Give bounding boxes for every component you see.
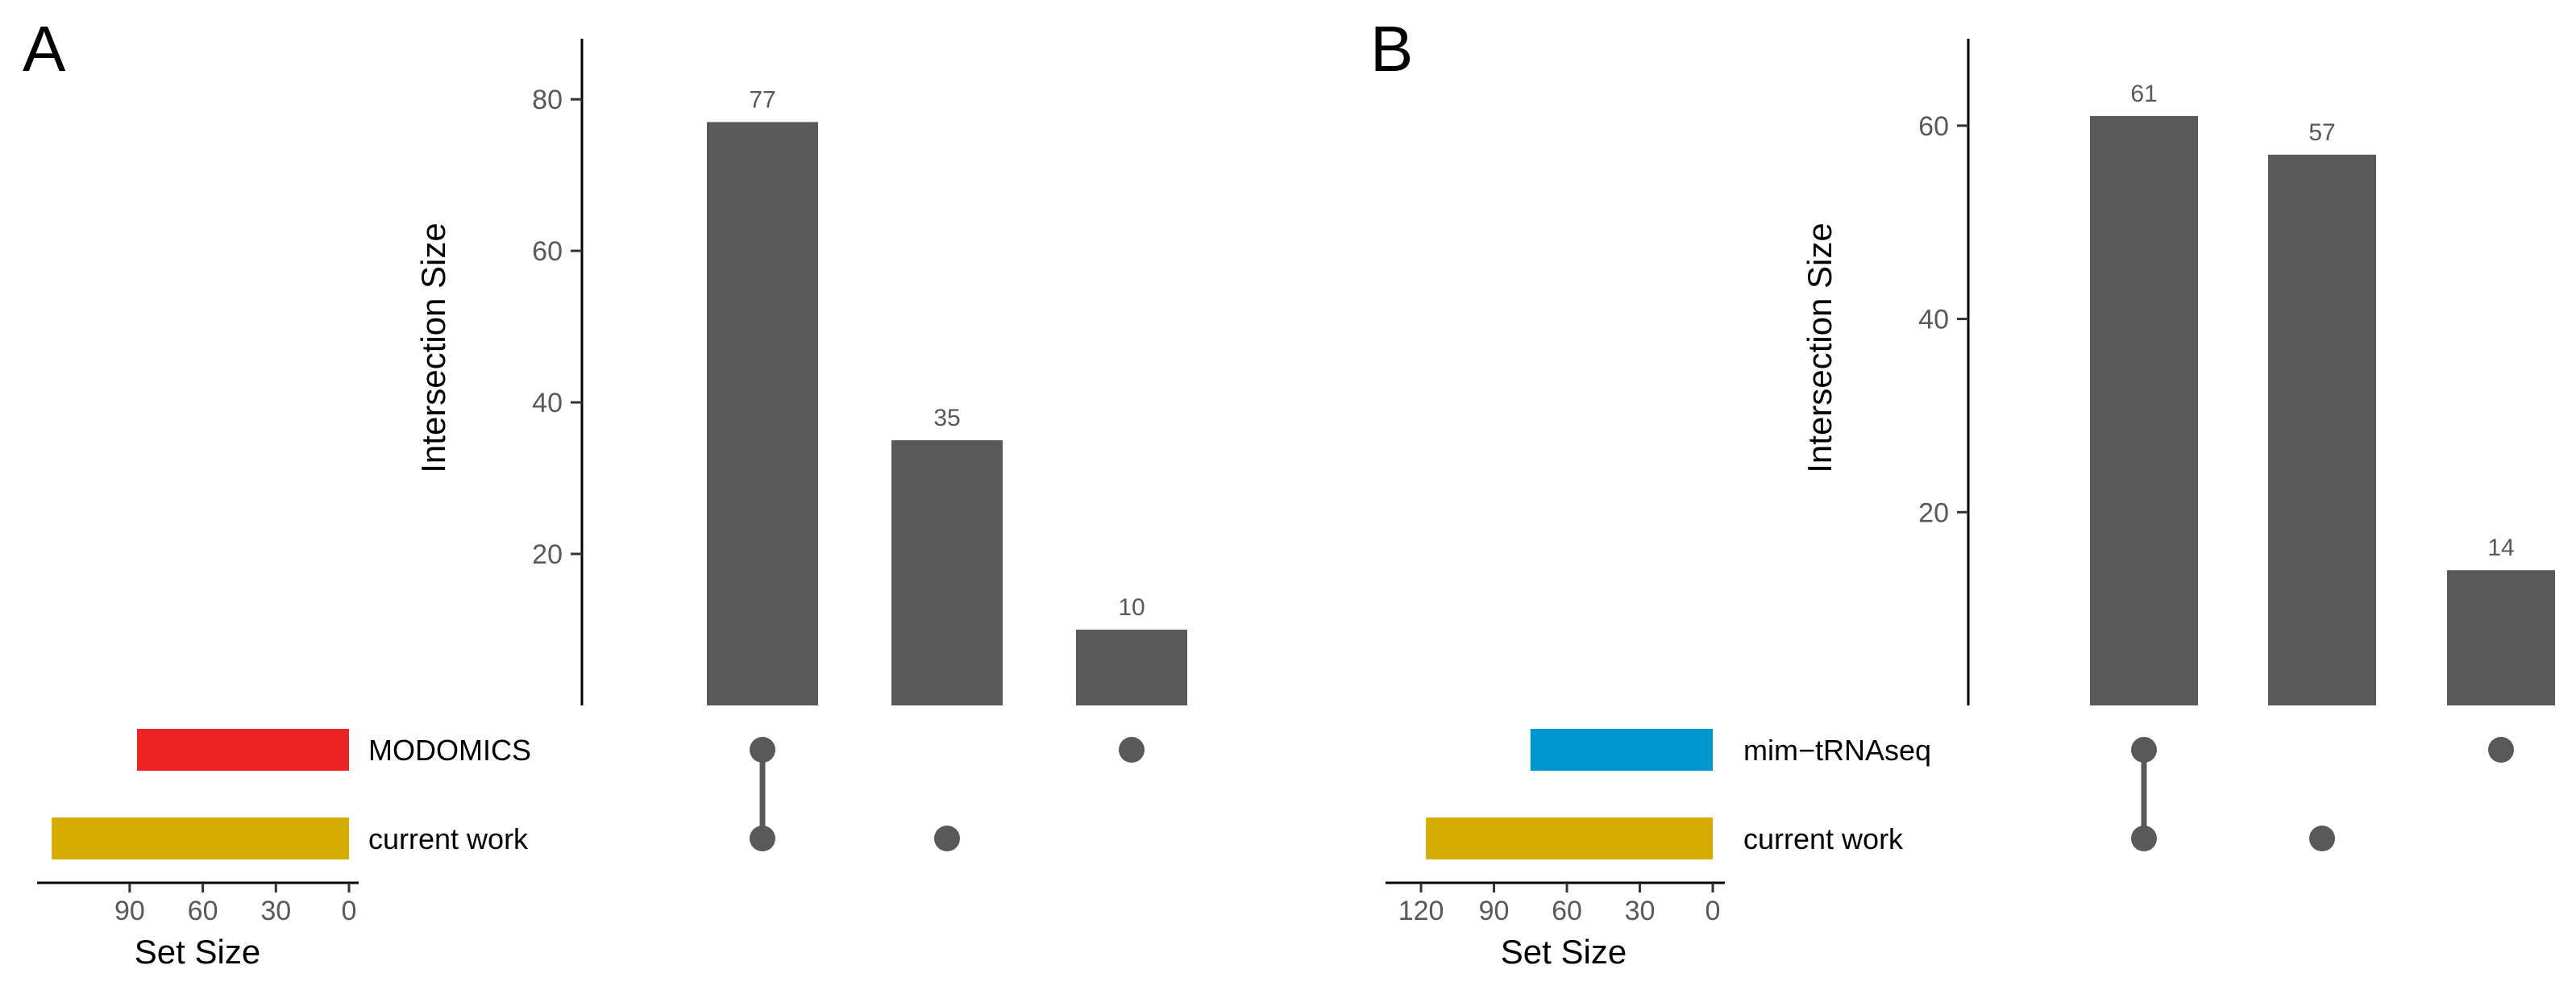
- matrix-dot: [750, 826, 775, 851]
- set-size-tick-label: 30: [1625, 896, 1656, 926]
- matrix-dot: [934, 826, 960, 851]
- set-size-tick-label: 60: [188, 896, 218, 926]
- set-size-tick-label: 0: [1706, 896, 1721, 926]
- y-tick-label: 60: [532, 236, 563, 267]
- matrix-dot: [2309, 826, 2335, 851]
- set-size-bar: [1530, 729, 1713, 771]
- y-tick-label: 20: [1918, 497, 1949, 528]
- set-size-axis-title: Set Size: [135, 933, 260, 971]
- set-size-tick-label: 120: [1398, 896, 1444, 926]
- y-tick-label: 80: [532, 85, 563, 115]
- set-name-label: MODOMICS: [368, 734, 531, 767]
- set-name-label: mim−tRNAseq: [1743, 734, 1931, 767]
- intersection-bar: [2090, 115, 2198, 706]
- intersection-bar: [707, 122, 818, 705]
- intersection-y-axis-title: Intersection Size: [1801, 223, 1839, 473]
- intersection-bar-label: 77: [749, 86, 775, 113]
- set-size-tick-label: 30: [260, 896, 291, 926]
- intersection-bar-label: 35: [933, 405, 960, 431]
- matrix-dot: [2488, 737, 2514, 763]
- set-size-tick-label: 90: [1479, 896, 1510, 926]
- set-size-axis-title: Set Size: [1501, 933, 1627, 971]
- set-size-bar: [136, 729, 349, 771]
- y-tick-label: 20: [532, 539, 563, 570]
- intersection-bar-label: 14: [2487, 535, 2514, 561]
- set-name-label: current work: [1743, 822, 1904, 855]
- intersection-bar-label: 10: [1118, 594, 1145, 621]
- matrix-dot: [2131, 737, 2157, 763]
- y-tick-label: 40: [532, 388, 563, 418]
- y-tick-label: 40: [1918, 305, 1949, 335]
- intersection-bar-label: 57: [2308, 119, 2335, 146]
- matrix-dot: [750, 737, 775, 763]
- intersection-bar: [2447, 570, 2555, 705]
- intersection-bar: [1076, 630, 1187, 705]
- set-size-tick-label: 60: [1552, 896, 1582, 926]
- set-size-bar: [1426, 818, 1713, 859]
- intersection-bar: [891, 440, 1003, 705]
- set-size-bar: [52, 818, 349, 859]
- set-size-tick-label: 90: [114, 896, 145, 926]
- intersection-bar-label: 61: [2130, 81, 2157, 107]
- intersection-bar: [2268, 154, 2376, 706]
- matrix-dot: [2131, 826, 2157, 851]
- set-name-label: current work: [368, 822, 529, 855]
- intersection-y-axis-title: Intersection Size: [414, 223, 452, 473]
- matrix-dot: [1119, 737, 1145, 763]
- set-size-tick-label: 0: [342, 896, 357, 926]
- panel-letter: A: [23, 13, 66, 85]
- y-tick-label: 60: [1918, 111, 1949, 142]
- panel-letter: B: [1370, 13, 1413, 85]
